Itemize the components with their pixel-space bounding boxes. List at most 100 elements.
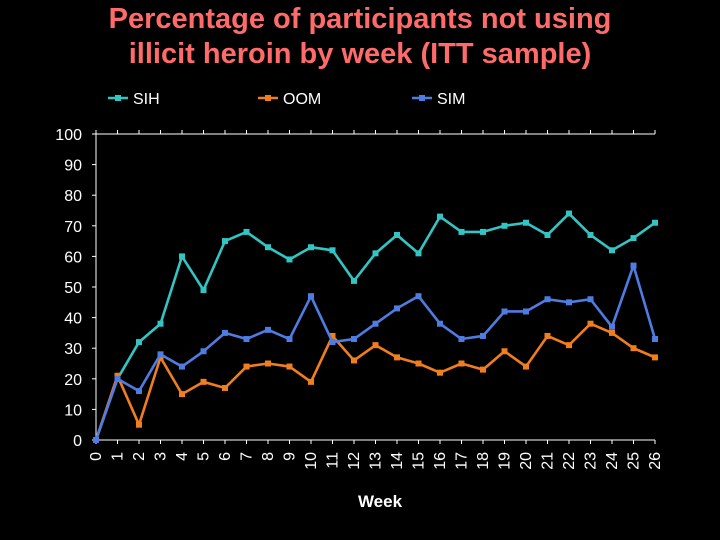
data-point-oom xyxy=(501,348,508,355)
data-point-sih xyxy=(222,238,228,245)
y-tick-label: 40 xyxy=(64,311,82,328)
data-point-sih xyxy=(566,210,572,217)
data-point-sim xyxy=(136,388,142,395)
data-point-sim xyxy=(652,336,658,343)
x-tick-label: 24 xyxy=(604,452,621,470)
legend-label-sim: SIM xyxy=(437,91,465,108)
data-point-oom xyxy=(480,366,486,373)
data-point-sim xyxy=(157,351,164,358)
title-line-2: illicit heroin by week (ITT sample) xyxy=(128,38,592,70)
data-point-oom xyxy=(630,345,637,352)
data-point-sim xyxy=(286,336,293,343)
data-point-sim xyxy=(222,329,228,336)
data-point-oom xyxy=(222,384,228,391)
data-point-sim xyxy=(243,336,250,343)
x-tick-label: 23 xyxy=(583,452,600,470)
data-point-sim xyxy=(394,305,400,312)
x-tick-label: 11 xyxy=(325,452,342,469)
data-point-sih xyxy=(372,250,379,257)
data-point-oom xyxy=(437,369,443,376)
data-point-sih xyxy=(609,247,615,254)
data-point-sih xyxy=(437,213,443,220)
data-point-sim xyxy=(200,348,207,355)
y-tick-label: 100 xyxy=(55,127,82,144)
data-point-sih xyxy=(286,256,293,263)
legend-marker-oom xyxy=(265,95,271,101)
data-point-oom xyxy=(200,378,207,385)
data-point-sim xyxy=(544,296,551,303)
x-tick-label: 8 xyxy=(260,452,277,461)
data-point-sih xyxy=(652,219,658,226)
data-point-oom xyxy=(351,357,357,364)
data-point-oom xyxy=(458,360,465,367)
series-line-sim xyxy=(94,264,657,441)
x-tick-label: 7 xyxy=(239,452,256,461)
data-point-oom xyxy=(587,320,594,327)
x-tick-label: 3 xyxy=(153,452,170,461)
data-point-oom xyxy=(308,378,314,385)
data-point-sim xyxy=(351,336,357,343)
title-line-1: Percentage of participants not using xyxy=(108,3,612,35)
x-tick-label: 6 xyxy=(217,452,234,461)
x-tick-label: 5 xyxy=(196,452,213,461)
data-point-oom xyxy=(372,342,379,349)
data-point-sim xyxy=(265,326,271,333)
data-point-sim xyxy=(587,296,594,303)
slide-title: Percentage of participants not using ill… xyxy=(0,2,720,72)
data-point-sim xyxy=(458,336,465,343)
y-tick-label: 60 xyxy=(64,249,82,266)
x-tick-label: 2 xyxy=(131,452,148,461)
data-point-oom xyxy=(265,360,271,367)
x-tick-label: 4 xyxy=(174,452,191,461)
y-tick-label: 80 xyxy=(64,188,82,205)
data-point-sih xyxy=(136,339,142,346)
x-tick-label: 12 xyxy=(346,452,363,470)
data-point-oom xyxy=(609,329,615,336)
legend-label-oom: OOM xyxy=(283,91,321,108)
data-point-sih xyxy=(458,228,465,235)
legend-label-sih: SIH xyxy=(133,91,160,108)
data-point-sim xyxy=(437,320,443,327)
x-tick-label: 14 xyxy=(389,452,406,470)
data-point-oom xyxy=(286,363,293,370)
data-point-sim xyxy=(308,293,314,300)
data-point-oom xyxy=(243,363,250,370)
data-point-sih xyxy=(308,244,314,251)
data-point-sih xyxy=(157,320,164,327)
data-point-sim xyxy=(372,320,379,327)
data-point-sim xyxy=(609,323,615,330)
data-point-sim xyxy=(566,299,572,306)
data-point-sim xyxy=(114,375,121,382)
y-axis: 0 10 20 30 40 50 60 70 80 90 100 xyxy=(55,127,97,450)
data-point-oom xyxy=(179,391,185,398)
x-tick-label: 16 xyxy=(432,452,449,470)
x-tick-label: 18 xyxy=(475,452,492,470)
x-tick-label: 15 xyxy=(411,452,428,470)
data-point-sim xyxy=(501,308,508,315)
x-tick-label: 21 xyxy=(540,452,557,470)
y-tick-label: 30 xyxy=(64,341,82,358)
data-point-sih xyxy=(351,277,357,284)
y-tick-label: 90 xyxy=(64,158,82,175)
chart-legend: SIH OOM SIM xyxy=(108,91,465,108)
legend-marker-sih xyxy=(115,95,121,101)
data-point-sih xyxy=(265,244,271,251)
x-tick-label: 26 xyxy=(647,452,664,470)
data-point-sih xyxy=(179,253,185,260)
x-tick-label: 25 xyxy=(626,452,643,470)
data-point-sih xyxy=(480,228,486,235)
x-tick-label: 22 xyxy=(561,452,578,470)
data-point-sim xyxy=(329,339,336,346)
data-point-oom xyxy=(394,354,400,361)
data-point-sih xyxy=(587,231,594,238)
data-point-sim xyxy=(523,308,529,315)
data-point-oom xyxy=(329,332,336,339)
data-point-sim xyxy=(93,437,99,443)
series-line-oom xyxy=(94,322,656,441)
x-axis-title: Week xyxy=(358,492,403,511)
x-tick-label: 20 xyxy=(518,452,535,470)
data-point-sih xyxy=(329,247,336,254)
x-tick-label: 19 xyxy=(497,452,514,470)
x-axis: 0 1 2 3 4 5 6 7 8 9 10 11 12 13 14 15 16 17 18 19 20 21 22 23 24… xyxy=(88,130,664,470)
